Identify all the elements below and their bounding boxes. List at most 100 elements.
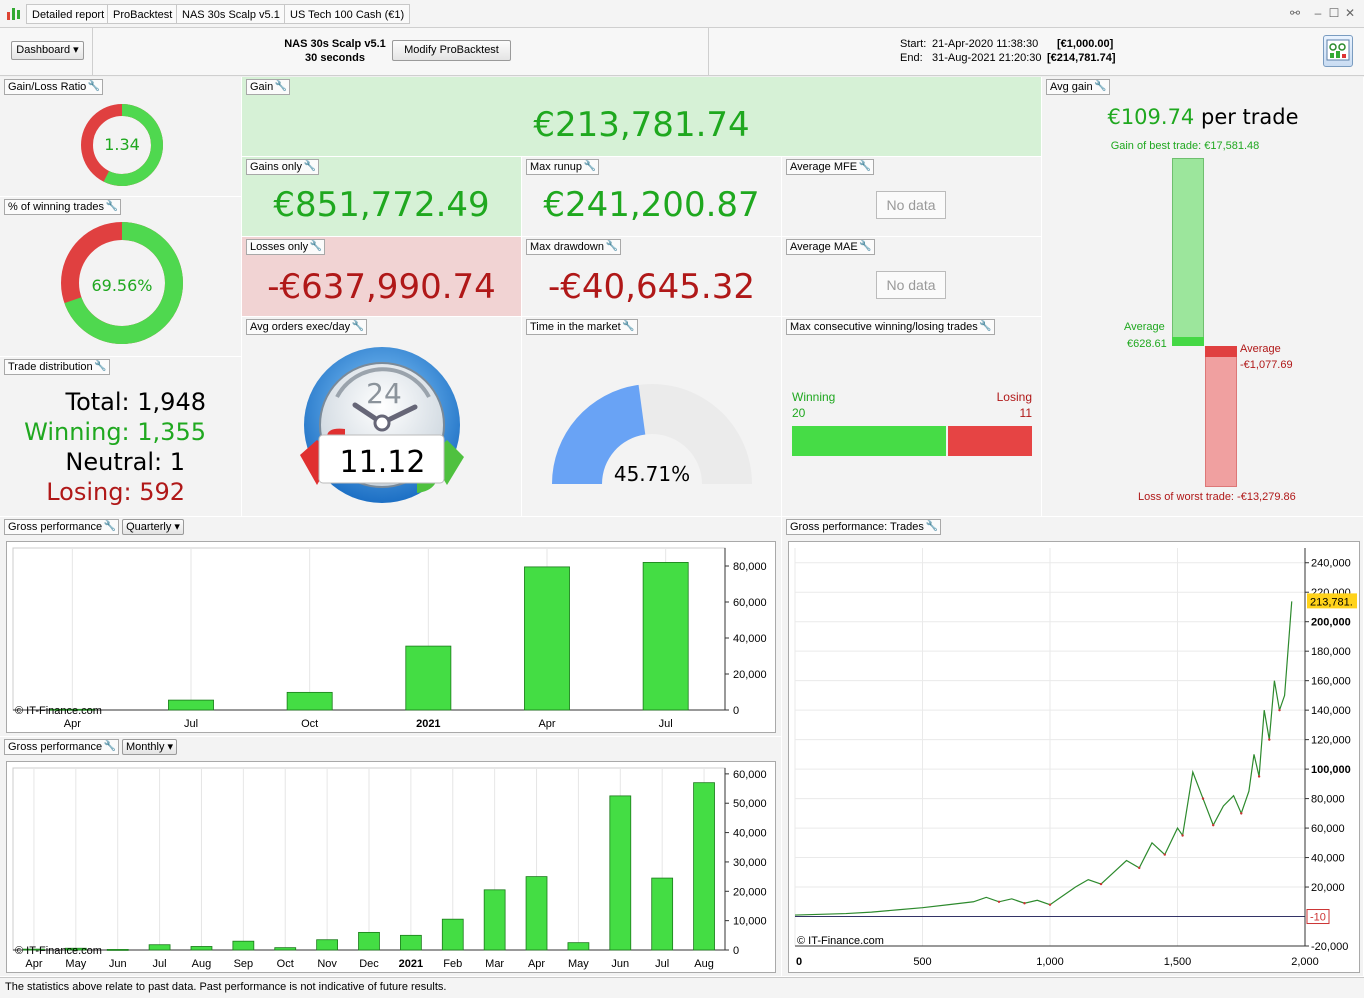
modify-probacktest-button[interactable]: Modify ProBacktest xyxy=(392,40,511,61)
wrench-icon[interactable]: 🔧 xyxy=(105,201,118,212)
bar[interactable] xyxy=(274,947,297,951)
wrench-icon[interactable]: 🔧 xyxy=(351,321,365,332)
monthly-performance-panel: Gross performance 🔧 Monthly ▾ Apr May Jun Ju… xyxy=(0,737,782,977)
drawdown-point xyxy=(997,900,1001,903)
bar[interactable] xyxy=(693,782,715,951)
x-tick-label: 1,500 xyxy=(1164,956,1192,968)
share-icon[interactable]: ⚯ xyxy=(1289,6,1301,20)
monthly-period-dropdown[interactable]: Monthly ▾ xyxy=(122,739,177,755)
panel-title[interactable]: % of winning trades 🔧 xyxy=(4,199,121,215)
minimize-icon[interactable]: – xyxy=(1314,6,1322,20)
wrench-icon[interactable]: 🔧 xyxy=(858,161,872,172)
panel-title[interactable]: Max drawdown 🔧 xyxy=(526,239,621,255)
panel-title[interactable]: Gross performance 🔧 xyxy=(4,519,120,535)
end-capital: [€214,781.74] xyxy=(1047,52,1116,64)
wrench-icon[interactable]: 🔧 xyxy=(309,241,323,252)
wrench-icon[interactable]: 🔧 xyxy=(303,161,316,172)
avg-win-label: Average xyxy=(1124,321,1165,333)
y-tick-label: 20,000 xyxy=(1311,882,1345,894)
bar[interactable] xyxy=(286,691,333,711)
wrench-icon[interactable]: 🔧 xyxy=(979,321,992,332)
bar[interactable] xyxy=(64,947,87,951)
bar[interactable] xyxy=(400,934,422,951)
panel-title[interactable]: Losses only 🔧 xyxy=(246,239,326,255)
y-tick-label: 20,000 xyxy=(733,669,767,681)
panel-title[interactable]: Gain/Loss Ratio 🔧 xyxy=(4,79,104,95)
zero-tag-label: -10 xyxy=(1310,912,1326,924)
bar[interactable] xyxy=(190,946,213,951)
bar[interactable] xyxy=(441,918,464,951)
wrench-icon[interactable]: 🔧 xyxy=(103,741,117,752)
winning-label: Winning xyxy=(792,390,836,404)
losses-only-panel: Losses only 🔧 -€637,990.74 xyxy=(242,237,522,317)
wrench-icon[interactable]: 🔧 xyxy=(87,81,101,92)
wrench-icon[interactable]: 🔧 xyxy=(622,321,635,332)
avg-orders-panel: Avg orders exec/day 🔧 24 11.12 xyxy=(242,317,522,517)
bar[interactable] xyxy=(358,931,380,951)
copyright-label: © IT-Finance.com xyxy=(15,945,102,957)
bar[interactable] xyxy=(106,949,129,951)
bar[interactable] xyxy=(651,877,674,951)
close-icon[interactable]: ✕ xyxy=(1344,6,1356,20)
x-tick-label: 1,000 xyxy=(1036,956,1064,968)
wrench-icon[interactable]: 🔧 xyxy=(605,241,618,252)
drawdown-point xyxy=(1163,853,1166,856)
panel-title[interactable]: Gross performance 🔧 xyxy=(4,739,120,755)
quarterly-period-dropdown[interactable]: Quarterly ▾ xyxy=(122,519,184,535)
x-tick-label: Oct xyxy=(301,718,318,730)
avg-orders-value: 11.12 xyxy=(339,445,426,480)
panel-title[interactable]: Gross performance: Trades 🔧 xyxy=(786,519,941,535)
trade-distribution-panel: Trade distribution 🔧 Total: 1,948 Winning… xyxy=(0,357,242,517)
panel-title[interactable]: Trade distribution 🔧 xyxy=(4,359,110,375)
panel-title[interactable]: Avg orders exec/day 🔧 xyxy=(246,319,368,335)
panel-title[interactable]: Average MFE 🔧 xyxy=(786,159,875,175)
dashboard-dropdown[interactable]: Dashboard ▾ xyxy=(11,41,84,60)
wrench-icon[interactable]: 🔧 xyxy=(274,81,288,92)
tab-system-name[interactable]: NAS 30s Scalp v5.1 xyxy=(176,4,286,24)
bar[interactable] xyxy=(405,645,452,711)
monthly-chart: Apr May Jun Jul Aug Sep Oct Nov Dec 2021 Feb Mar Apr… xyxy=(6,761,776,973)
bar[interactable] xyxy=(567,942,590,951)
x-tick-label: Nov xyxy=(317,958,337,970)
bar[interactable] xyxy=(609,795,632,951)
panel-title[interactable]: Max consecutive winning/losing trades 🔧 xyxy=(786,319,995,335)
copyright-label: © IT-Finance.com xyxy=(15,705,102,717)
panel-title[interactable]: Time in the market 🔧 xyxy=(526,319,638,335)
wrench-icon[interactable]: 🔧 xyxy=(94,361,107,372)
panel-title[interactable]: Gains only 🔧 xyxy=(246,159,319,175)
bar[interactable] xyxy=(525,876,548,951)
wrench-icon[interactable]: 🔧 xyxy=(859,241,872,252)
bar[interactable] xyxy=(483,889,506,951)
wrench-icon[interactable]: 🔧 xyxy=(103,521,117,532)
tab-instrument[interactable]: US Tech 100 Cash (€1) xyxy=(284,4,411,24)
wrench-icon[interactable]: 🔧 xyxy=(925,521,938,532)
trade-distribution-list: Total: 1,948 Winning: 1,355 Neutral: 1 L… xyxy=(0,387,206,507)
bar[interactable] xyxy=(232,940,255,951)
bar[interactable] xyxy=(524,566,570,711)
bar[interactable] xyxy=(23,948,45,951)
bar[interactable] xyxy=(49,708,96,711)
y-tick-label: 60,000 xyxy=(1311,823,1345,835)
bar[interactable] xyxy=(168,699,214,711)
worst-trade-bar xyxy=(1205,346,1237,487)
bar[interactable] xyxy=(316,939,338,951)
app-chart-icon xyxy=(6,6,22,22)
equity-line[interactable] xyxy=(794,601,1293,916)
panel-title[interactable]: Avg gain 🔧 xyxy=(1046,79,1110,95)
bar[interactable] xyxy=(642,561,689,711)
wrench-icon[interactable]: 🔧 xyxy=(583,161,596,172)
panel-title[interactable]: Average MAE 🔧 xyxy=(786,239,875,255)
tab-probacktest[interactable]: ProBacktest xyxy=(107,4,179,24)
maximize-icon[interactable]: ☐ xyxy=(1328,6,1340,20)
wrench-icon[interactable]: 🔧 xyxy=(1094,81,1107,92)
max-consecutive-panel: Max consecutive winning/losing trades 🔧 W… xyxy=(782,317,1042,517)
panel-title[interactable]: Gain 🔧 xyxy=(246,79,291,95)
panel-title[interactable]: Max runup 🔧 xyxy=(526,159,599,175)
trades-chart: -20,000 20,000 40,000 60,000 80,000 100,000 12… xyxy=(788,541,1360,973)
bar[interactable] xyxy=(148,944,171,951)
end-label: End: xyxy=(900,52,923,64)
gain-loss-donut xyxy=(81,104,163,186)
max-drawdown-value: -€40,645.32 xyxy=(548,267,755,307)
report-settings-icon[interactable] xyxy=(1323,35,1353,67)
tab-detailed-report[interactable]: Detailed report xyxy=(26,4,111,24)
